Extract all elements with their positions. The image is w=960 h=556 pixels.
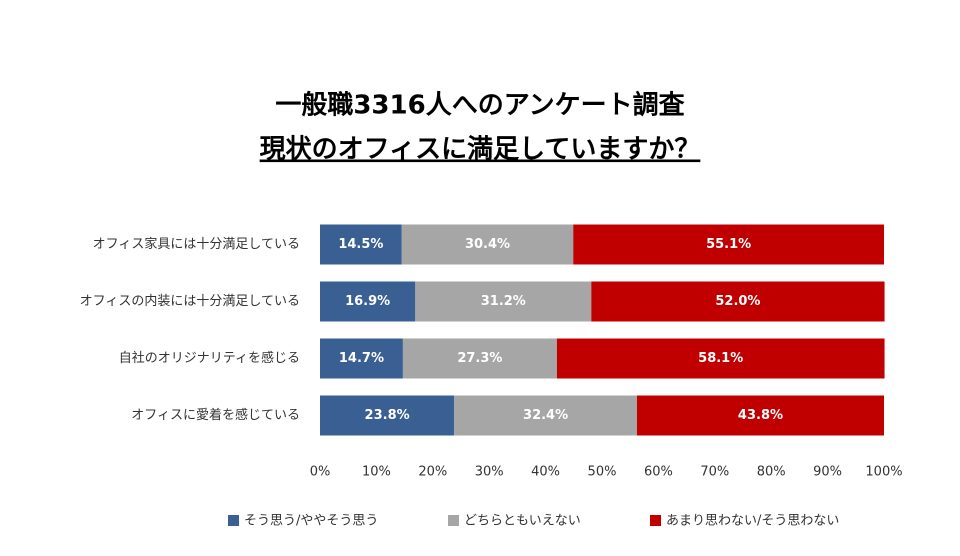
chart-subtitle: 現状のオフィスに満足していますか？ <box>260 135 701 165</box>
x-tick-label: 10% <box>362 465 391 480</box>
legend-swatch <box>228 515 239 526</box>
data-label: 16.9% <box>345 294 390 309</box>
bar-segment <box>320 395 455 436</box>
x-tick-label: 40% <box>531 465 560 480</box>
data-label: 30.4% <box>465 237 510 252</box>
chart-title: 一般職3316人へのアンケート調査 <box>275 90 684 121</box>
x-tick-label: 100% <box>865 465 902 480</box>
bar-segment <box>401 224 574 265</box>
category-label: オフィスの内装には十分満足している <box>80 293 300 309</box>
bar-segment <box>320 224 402 265</box>
data-label: 23.8% <box>365 408 410 423</box>
data-label: 27.3% <box>457 351 502 366</box>
data-label: 58.1% <box>698 351 743 366</box>
data-label: 55.1% <box>706 237 751 252</box>
legend-swatch <box>448 515 459 526</box>
bar-segment <box>636 395 884 436</box>
x-tick-label: 80% <box>757 465 786 480</box>
data-label: 31.2% <box>481 294 526 309</box>
bar-segment <box>573 224 884 265</box>
data-label: 43.8% <box>738 408 783 423</box>
x-tick-label: 50% <box>588 465 617 480</box>
legend-label: そう思う/ややそう思う <box>244 514 378 529</box>
bar-segment <box>402 338 557 379</box>
x-tick-label: 60% <box>644 465 673 480</box>
data-label: 14.5% <box>338 237 383 252</box>
data-label: 32.4% <box>523 408 568 423</box>
bar-segment <box>320 281 416 322</box>
bar-segment <box>556 338 885 379</box>
legend-label: どちらともいえない <box>464 514 581 529</box>
x-tick-label: 30% <box>475 465 504 480</box>
legend-swatch <box>650 515 661 526</box>
bar-segment <box>591 281 885 322</box>
bar-segment <box>454 395 637 436</box>
x-tick-label: 0% <box>310 465 331 480</box>
x-tick-label: 70% <box>700 465 729 480</box>
data-label: 14.7% <box>339 351 384 366</box>
data-label: 52.0% <box>715 294 760 309</box>
bar-segment <box>320 338 403 379</box>
legend-label: あまり思わない/そう思わない <box>666 514 839 529</box>
x-tick-label: 20% <box>418 465 447 480</box>
x-tick-label: 90% <box>813 465 842 480</box>
category-label: 自社のオリジナリティを感じる <box>119 350 300 366</box>
category-label: オフィスに愛着を感じている <box>131 407 300 423</box>
bar-segment <box>415 281 592 322</box>
category-label: オフィス家具には十分満足している <box>93 236 300 252</box>
